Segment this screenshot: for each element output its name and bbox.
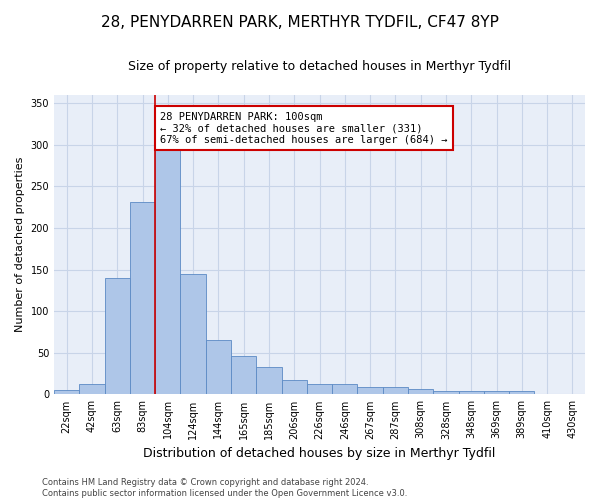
Bar (54, 390, 79, 394)
Bar (206, 340, 231, 394)
Bar (332, 384, 358, 394)
Bar (433, 391, 458, 394)
Bar (383, 387, 408, 394)
Bar (307, 384, 332, 394)
X-axis label: Distribution of detached houses by size in Merthyr Tydfil: Distribution of detached houses by size … (143, 447, 496, 460)
Title: Size of property relative to detached houses in Merthyr Tydfil: Size of property relative to detached ho… (128, 60, 511, 73)
Bar (79, 384, 104, 394)
Bar (281, 380, 307, 394)
Bar (458, 391, 484, 394)
Bar (408, 390, 433, 394)
Bar (509, 391, 535, 394)
Bar (181, 274, 206, 394)
Bar (358, 387, 383, 394)
Y-axis label: Number of detached properties: Number of detached properties (15, 157, 25, 332)
Bar (104, 278, 130, 394)
Text: Contains HM Land Registry data © Crown copyright and database right 2024.
Contai: Contains HM Land Registry data © Crown c… (42, 478, 407, 498)
Bar (155, 120, 181, 394)
Bar (231, 356, 256, 395)
Bar (130, 202, 155, 394)
Bar (256, 367, 281, 394)
Text: 28, PENYDARREN PARK, MERTHYR TYDFIL, CF47 8YP: 28, PENYDARREN PARK, MERTHYR TYDFIL, CF4… (101, 15, 499, 30)
Text: 28 PENYDARREN PARK: 100sqm
← 32% of detached houses are smaller (331)
67% of sem: 28 PENYDARREN PARK: 100sqm ← 32% of deta… (160, 112, 448, 145)
Bar (484, 391, 509, 394)
